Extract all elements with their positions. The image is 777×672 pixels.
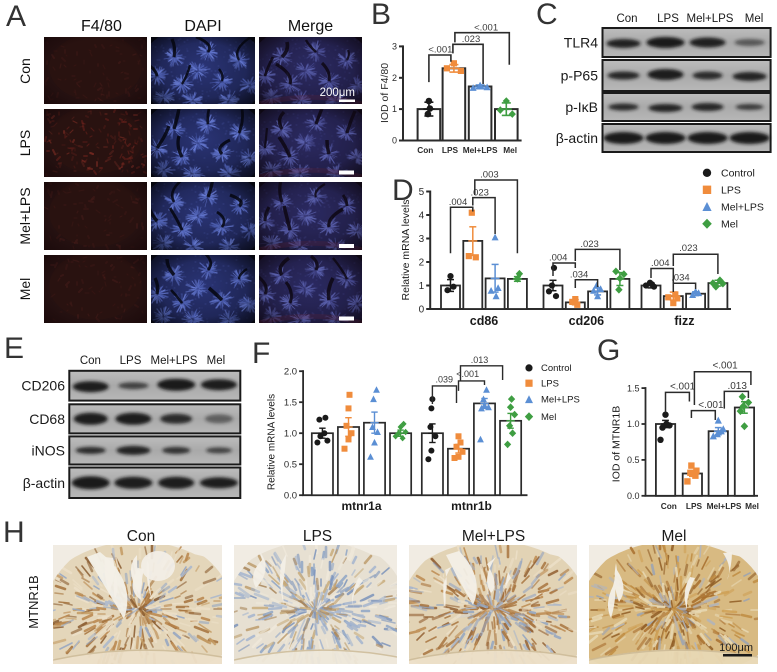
svg-text:.039: .039 <box>436 375 454 385</box>
svg-text:Mel+LPS: Mel+LPS <box>541 395 580 406</box>
svg-text:.023: .023 <box>462 34 481 45</box>
svg-text:<.001: <.001 <box>428 45 452 56</box>
svg-text:CD68: CD68 <box>29 411 65 427</box>
svg-text:Mel+LPS: Mel+LPS <box>151 355 198 367</box>
svg-text:Con: Con <box>127 528 155 545</box>
svg-text:2.0: 2.0 <box>284 366 297 377</box>
svg-text:0: 0 <box>419 305 425 316</box>
svg-text:.023: .023 <box>470 187 489 198</box>
svg-text:5: 5 <box>419 187 425 198</box>
svg-text:LPS: LPS <box>686 501 703 511</box>
svg-text:Mel+LPS: Mel+LPS <box>463 145 498 155</box>
svg-text:.034: .034 <box>570 269 589 280</box>
svg-text:Mel: Mel <box>745 501 759 511</box>
svg-text:LPS: LPS <box>541 378 559 389</box>
svg-text:.004: .004 <box>549 252 568 263</box>
svg-text:.023: .023 <box>580 239 599 250</box>
svg-text:LPS: LPS <box>721 184 741 196</box>
svg-text:<.001: <.001 <box>456 369 479 379</box>
svg-text:Con: Con <box>616 13 637 25</box>
svg-text:<.001: <.001 <box>712 361 738 372</box>
svg-text:mtnr1b: mtnr1b <box>451 499 492 513</box>
svg-text:Mel: Mel <box>541 412 556 423</box>
svg-text:3: 3 <box>419 234 425 245</box>
svg-text:1.0: 1.0 <box>284 428 297 439</box>
svg-text:Mel: Mel <box>17 278 33 301</box>
svg-text:cd206: cd206 <box>569 314 604 328</box>
svg-text:Mel+LPS: Mel+LPS <box>721 201 764 213</box>
svg-text:<.001: <.001 <box>670 382 696 393</box>
svg-text:Mel+LPS: Mel+LPS <box>17 187 33 244</box>
svg-text:IOD of F4/80: IOD of F4/80 <box>379 63 391 123</box>
svg-text:1: 1 <box>419 281 425 292</box>
svg-text:Control: Control <box>721 167 755 179</box>
svg-text:LPS: LPS <box>120 355 142 367</box>
svg-text:MTNR1B: MTNR1B <box>26 575 41 628</box>
svg-text:LPS: LPS <box>303 528 332 545</box>
svg-text:.003: .003 <box>480 170 499 181</box>
svg-text:<.001: <.001 <box>698 400 724 411</box>
svg-text:Con: Con <box>417 145 433 155</box>
svg-text:.013: .013 <box>727 381 747 392</box>
svg-text:<.001: <.001 <box>474 22 498 33</box>
svg-text:Mel: Mel <box>721 218 738 230</box>
svg-text:fizz: fizz <box>674 314 694 328</box>
svg-text:Control: Control <box>541 363 572 374</box>
svg-text:cd86: cd86 <box>470 314 499 328</box>
svg-text:IOD of MTNR1B: IOD of MTNR1B <box>611 406 623 482</box>
svg-text:mtnr1a: mtnr1a <box>341 499 381 513</box>
svg-text:.023: .023 <box>679 243 698 254</box>
svg-text:.013: .013 <box>471 355 489 365</box>
svg-text:iNOS: iNOS <box>32 442 65 458</box>
svg-text:Mel+LPS: Mel+LPS <box>707 501 742 511</box>
svg-text:Con: Con <box>17 58 33 84</box>
svg-text:LPS: LPS <box>442 145 459 155</box>
svg-text:LPS: LPS <box>657 13 679 25</box>
svg-text:1: 1 <box>392 104 397 114</box>
svg-text:0.5: 0.5 <box>627 455 640 465</box>
svg-text:Mel: Mel <box>745 13 764 25</box>
svg-text:β-actin: β-actin <box>23 475 65 491</box>
svg-text:Con: Con <box>80 355 101 367</box>
svg-text:LPS: LPS <box>17 130 33 156</box>
svg-text:Mel: Mel <box>662 528 687 545</box>
svg-text:0.0: 0.0 <box>284 490 297 501</box>
svg-text:β-actin: β-actin <box>556 130 598 146</box>
svg-text:Relative mRNA levels: Relative mRNA levels <box>267 394 278 490</box>
svg-text:100μm: 100μm <box>719 642 753 654</box>
svg-text:3: 3 <box>392 41 397 51</box>
svg-text:TLR4: TLR4 <box>564 35 598 51</box>
svg-text:Mel+LPS: Mel+LPS <box>462 528 525 545</box>
svg-text:.004: .004 <box>449 197 468 208</box>
svg-text:2: 2 <box>419 258 425 269</box>
svg-text:0.5: 0.5 <box>284 459 297 470</box>
svg-text:1.0: 1.0 <box>627 419 640 429</box>
svg-text:0.0: 0.0 <box>627 491 640 501</box>
svg-text:Mel+LPS: Mel+LPS <box>687 13 734 25</box>
svg-text:p-IκB: p-IκB <box>565 99 598 115</box>
svg-text:.004: .004 <box>651 258 670 269</box>
svg-text:Mel: Mel <box>207 355 226 367</box>
svg-text:1.5: 1.5 <box>284 397 297 408</box>
svg-text:.034: .034 <box>671 273 690 284</box>
svg-text:Con: Con <box>661 501 677 511</box>
svg-text:Mel: Mel <box>503 145 517 155</box>
svg-text:CD206: CD206 <box>21 378 65 394</box>
svg-text:Relative mRNA levels: Relative mRNA levels <box>400 200 412 301</box>
svg-text:1.5: 1.5 <box>627 383 640 393</box>
svg-text:0: 0 <box>392 136 397 146</box>
svg-text:200μm: 200μm <box>320 87 355 99</box>
svg-text:4: 4 <box>419 211 425 222</box>
svg-text:p-P65: p-P65 <box>561 68 599 84</box>
svg-text:2: 2 <box>392 73 397 83</box>
